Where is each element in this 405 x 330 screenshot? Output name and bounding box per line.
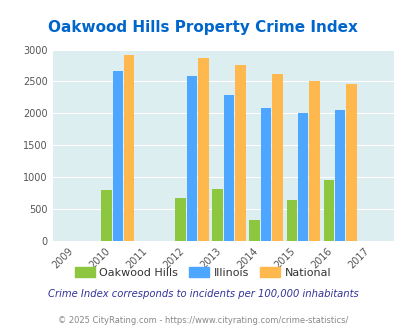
Bar — [112, 71, 123, 241]
Bar — [297, 113, 307, 241]
Bar — [249, 220, 259, 241]
Bar — [334, 110, 345, 241]
Bar — [101, 190, 111, 241]
Bar — [234, 65, 245, 241]
Bar — [175, 198, 185, 241]
Legend: Oakwood Hills, Illinois, National: Oakwood Hills, Illinois, National — [70, 263, 335, 282]
Bar — [198, 58, 208, 241]
Bar — [272, 74, 282, 241]
Bar — [309, 82, 319, 241]
Text: Oakwood Hills Property Crime Index: Oakwood Hills Property Crime Index — [48, 20, 357, 35]
Bar — [223, 95, 234, 241]
Bar — [212, 189, 222, 241]
Bar — [345, 84, 356, 241]
Bar — [286, 200, 296, 241]
Text: Crime Index corresponds to incidents per 100,000 inhabitants: Crime Index corresponds to incidents per… — [47, 289, 358, 299]
Bar — [323, 180, 333, 241]
Bar — [260, 108, 271, 241]
Bar — [186, 76, 197, 241]
Text: © 2025 CityRating.com - https://www.cityrating.com/crime-statistics/: © 2025 CityRating.com - https://www.city… — [58, 316, 347, 325]
Bar — [124, 54, 134, 241]
